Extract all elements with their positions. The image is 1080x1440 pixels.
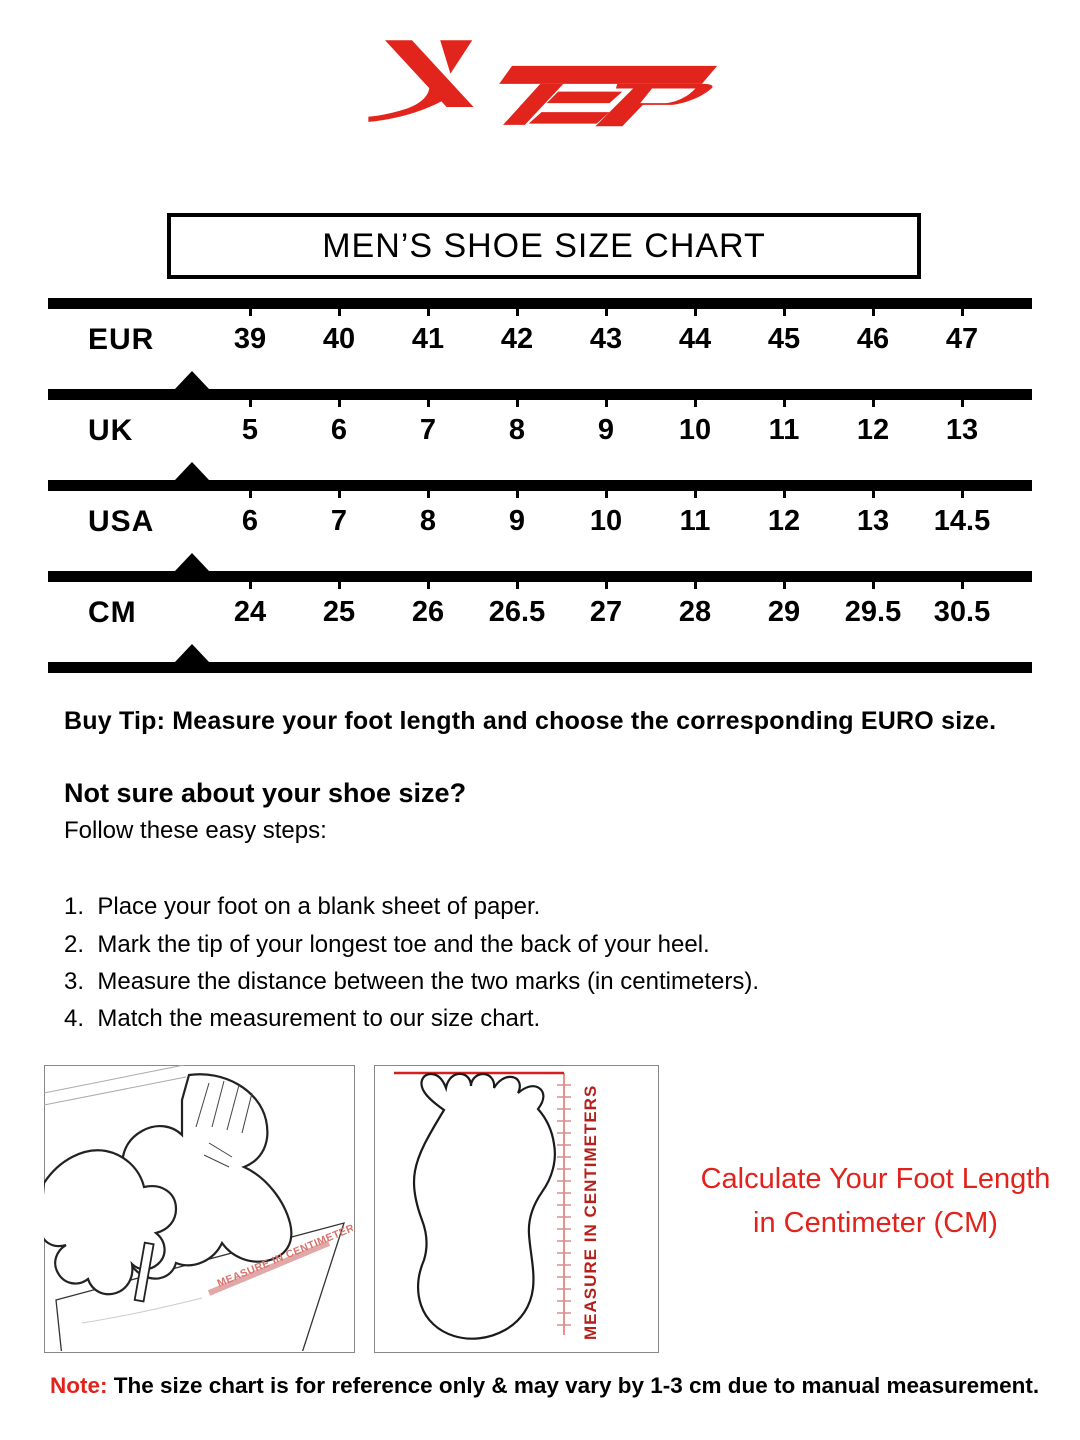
svg-text:MEASURE IN CENTIMETERS: MEASURE IN CENTIMETERS	[581, 1085, 600, 1340]
